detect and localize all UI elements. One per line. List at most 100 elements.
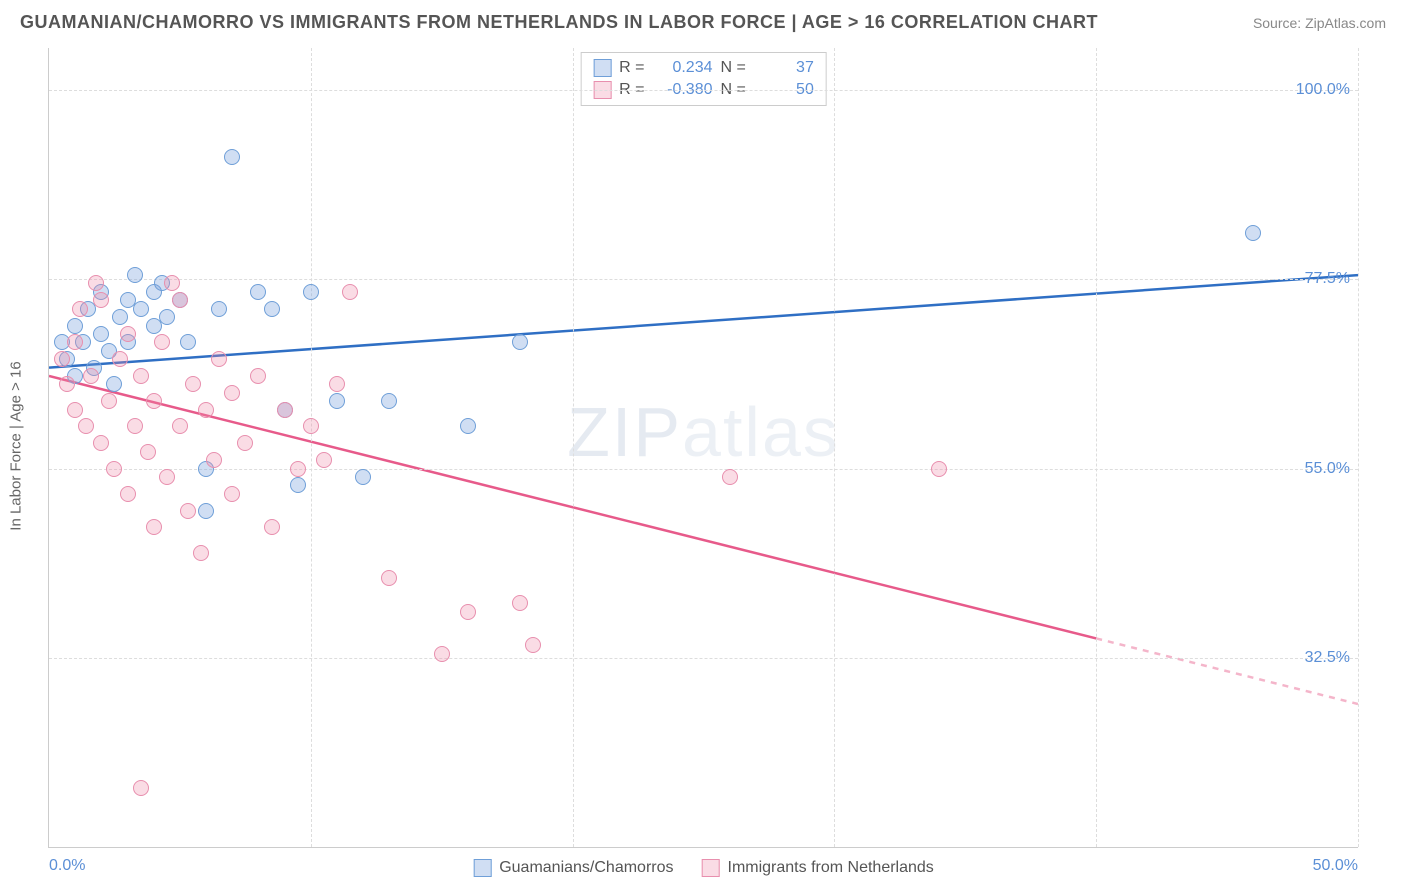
scatter-point <box>329 393 345 409</box>
legend-label-a: Guamanians/Chamorros <box>499 859 673 877</box>
scatter-point <box>303 284 319 300</box>
gridline-h <box>49 658 1358 659</box>
scatter-point <box>460 604 476 620</box>
scatter-point <box>250 284 266 300</box>
gridline-h <box>49 90 1358 91</box>
series-legend: Guamanians/Chamorros Immigrants from Net… <box>473 859 934 877</box>
scatter-point <box>159 309 175 325</box>
ytick-label: 55.0% <box>1305 460 1350 478</box>
scatter-point <box>224 486 240 502</box>
scatter-point <box>434 646 450 662</box>
scatter-point <box>381 570 397 586</box>
scatter-point <box>133 301 149 317</box>
scatter-point <box>185 376 201 392</box>
scatter-point <box>329 376 345 392</box>
scatter-point <box>127 267 143 283</box>
scatter-point <box>237 435 253 451</box>
gridline-v <box>1096 48 1097 847</box>
scatter-point <box>140 444 156 460</box>
legend-swatch-a <box>473 859 491 877</box>
scatter-point <box>120 486 136 502</box>
scatter-point <box>931 461 947 477</box>
scatter-point <box>54 351 70 367</box>
gridline-v <box>573 48 574 847</box>
scatter-point <box>127 418 143 434</box>
scatter-point <box>512 334 528 350</box>
gridline-v <box>311 48 312 847</box>
scatter-point <box>303 418 319 434</box>
legend-swatch-b <box>702 859 720 877</box>
ytick-label: 77.5% <box>1305 270 1350 288</box>
legend-row-series-a: R = 0.234 N = 37 <box>593 57 814 79</box>
scatter-point <box>512 595 528 611</box>
scatter-point <box>198 402 214 418</box>
legend-label-b: Immigrants from Netherlands <box>728 859 934 877</box>
scatter-point <box>159 469 175 485</box>
xtick-label: 0.0% <box>49 857 85 875</box>
scatter-point <box>146 393 162 409</box>
scatter-point <box>112 351 128 367</box>
scatter-point <box>67 334 83 350</box>
scatter-point <box>112 309 128 325</box>
gridline-v <box>834 48 835 847</box>
scatter-point <box>211 301 227 317</box>
scatter-point <box>193 545 209 561</box>
scatter-point <box>290 461 306 477</box>
scatter-point <box>1245 225 1261 241</box>
scatter-point <box>722 469 738 485</box>
scatter-point <box>93 292 109 308</box>
scatter-point <box>264 519 280 535</box>
scatter-point <box>460 418 476 434</box>
scatter-point <box>172 418 188 434</box>
scatter-point <box>93 326 109 342</box>
scatter-point <box>224 385 240 401</box>
ytick-label: 100.0% <box>1296 81 1350 99</box>
scatter-point <box>164 275 180 291</box>
gridline-v <box>1358 48 1359 847</box>
scatter-point <box>198 503 214 519</box>
scatter-point <box>264 301 280 317</box>
gridline-h <box>49 279 1358 280</box>
chart-plot-area: ZIPatlas R = 0.234 N = 37 R = -0.380 N =… <box>48 48 1358 848</box>
xtick-label: 50.0% <box>1313 857 1358 875</box>
scatter-point <box>67 318 83 334</box>
legend-swatch-a <box>593 59 611 77</box>
legend-item-a: Guamanians/Chamorros <box>473 859 673 877</box>
scatter-point <box>133 368 149 384</box>
scatter-point <box>59 376 75 392</box>
scatter-point <box>146 519 162 535</box>
legend-n-label: N = <box>721 59 746 77</box>
scatter-point <box>211 351 227 367</box>
scatter-point <box>78 418 94 434</box>
scatter-point <box>83 368 99 384</box>
scatter-point <box>154 334 170 350</box>
scatter-point <box>106 461 122 477</box>
scatter-point <box>355 469 371 485</box>
scatter-point <box>93 435 109 451</box>
scatter-point <box>106 376 122 392</box>
scatter-point <box>67 402 83 418</box>
scatter-point <box>381 393 397 409</box>
scatter-point <box>180 334 196 350</box>
scatter-point <box>133 780 149 796</box>
legend-r-label: R = <box>619 59 644 77</box>
legend-n-value-a: 37 <box>754 59 814 77</box>
scatter-point <box>290 477 306 493</box>
watermark: ZIPatlas <box>567 392 840 472</box>
scatter-point <box>224 149 240 165</box>
y-axis-label: In Labor Force | Age > 16 <box>8 361 25 530</box>
scatter-point <box>316 452 332 468</box>
scatter-point <box>101 393 117 409</box>
ytick-label: 32.5% <box>1305 649 1350 667</box>
scatter-point <box>72 301 88 317</box>
scatter-point <box>277 402 293 418</box>
scatter-point <box>180 503 196 519</box>
correlation-legend: R = 0.234 N = 37 R = -0.380 N = 50 <box>580 52 827 106</box>
chart-title: GUAMANIAN/CHAMORRO VS IMMIGRANTS FROM NE… <box>20 12 1098 33</box>
scatter-point <box>206 452 222 468</box>
scatter-point <box>88 275 104 291</box>
gridline-h <box>49 469 1358 470</box>
scatter-point <box>172 292 188 308</box>
legend-item-b: Immigrants from Netherlands <box>702 859 934 877</box>
legend-r-value-a: 0.234 <box>653 59 713 77</box>
